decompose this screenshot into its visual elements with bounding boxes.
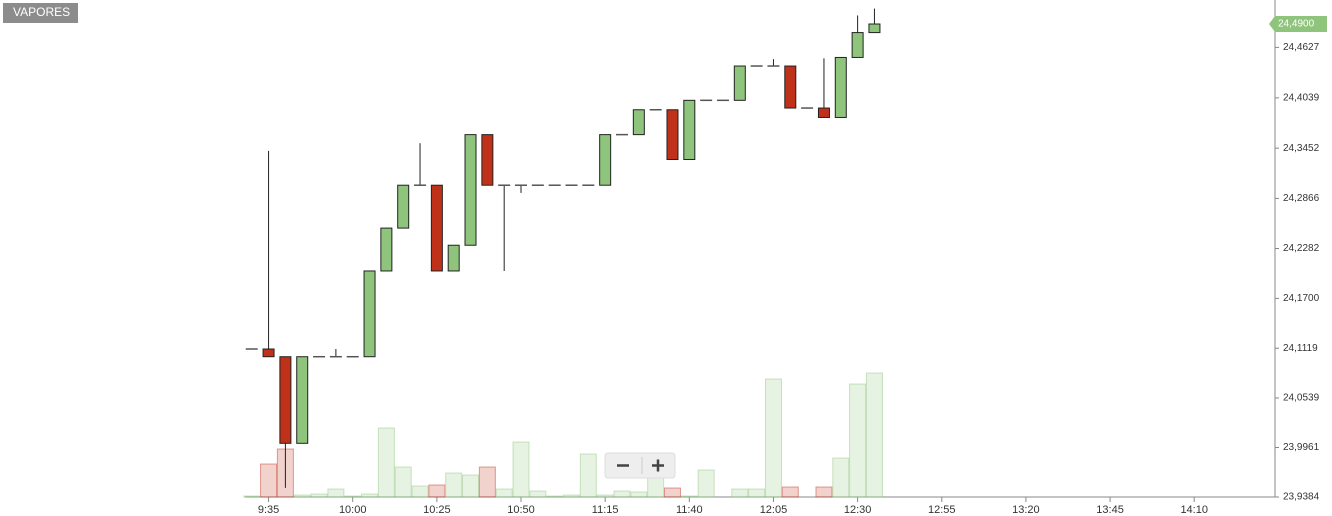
volume-bar — [596, 494, 614, 498]
title-badge — [3, 3, 78, 23]
volume-bar — [832, 457, 850, 498]
volume-bar — [865, 372, 883, 498]
y-tick-label: 24,4627 — [1283, 42, 1320, 53]
candle-body — [447, 244, 460, 272]
volume-bar — [411, 485, 429, 498]
candle-body — [380, 227, 393, 272]
zoom-in[interactable] — [652, 459, 664, 472]
volume-bar — [428, 484, 446, 498]
candle-body — [279, 356, 292, 444]
volume-bar — [512, 441, 530, 498]
chart-title: VAPORES — [13, 5, 70, 19]
volume-bar — [361, 493, 379, 498]
volume-bar — [680, 495, 698, 498]
volume-bar — [344, 495, 362, 498]
x-tick-label: 9:35 — [258, 504, 279, 516]
y-tick-label: 24,1700 — [1283, 293, 1320, 304]
volume-bar — [310, 493, 328, 498]
volume-bar — [293, 494, 311, 498]
volume-bar — [495, 488, 513, 498]
zoom-box — [604, 452, 676, 479]
y-tick-label: 24,0539 — [1283, 393, 1320, 404]
candle-body — [817, 107, 830, 118]
price-tag-label: 24,4900 — [1278, 19, 1315, 30]
price-tag — [1269, 16, 1327, 33]
volume-bar — [630, 491, 648, 498]
y-tick-label: 24,3452 — [1283, 143, 1320, 154]
candle-body — [363, 270, 376, 358]
volume-bar — [478, 466, 496, 498]
x-tick-label: 10:50 — [507, 504, 535, 516]
volume-bar — [529, 490, 547, 498]
volume-bar — [579, 453, 597, 498]
candle-body — [397, 184, 410, 229]
volume-bar — [748, 488, 766, 498]
x-tick-label: 12:05 — [760, 504, 788, 516]
x-tick-label: 10:00 — [339, 504, 367, 516]
x-tick-label: 10:25 — [423, 504, 451, 516]
candle-body — [296, 356, 309, 444]
volume-bar — [327, 488, 345, 498]
y-tick-label: 23,9384 — [1283, 492, 1320, 503]
y-tick-label: 24,4039 — [1283, 92, 1320, 103]
x-tick-label: 14:10 — [1180, 504, 1208, 516]
x-tick-label: 11:15 — [592, 504, 619, 516]
volume-bar — [849, 383, 867, 498]
volume-bar — [697, 469, 715, 498]
x-tick-label: 13:45 — [1096, 504, 1124, 516]
volume-bar — [462, 474, 480, 498]
candle-body — [632, 109, 645, 136]
volume-bar — [613, 490, 631, 498]
candle-body — [733, 65, 746, 101]
volume-bar — [243, 495, 261, 498]
y-tick-label: 24,1119 — [1283, 343, 1318, 354]
x-tick-label: 12:30 — [844, 504, 872, 516]
candle-body — [784, 65, 797, 109]
volume-bar — [563, 494, 581, 498]
y-tick-label: 24,2866 — [1283, 193, 1320, 204]
volume-bar — [815, 486, 833, 498]
candle-body — [430, 184, 443, 272]
candle-body — [262, 348, 275, 358]
candle-body — [464, 134, 477, 246]
candle-body — [868, 23, 881, 34]
volume-bar — [546, 495, 564, 498]
y-tick-label: 23,9961 — [1283, 442, 1320, 453]
volume-bar — [764, 378, 782, 498]
candle-body — [683, 99, 696, 160]
volume-bar — [781, 486, 799, 498]
volume-bar — [663, 487, 681, 498]
x-tick-label: 13:20 — [1012, 504, 1040, 516]
candle-body — [599, 134, 612, 186]
candle-body — [666, 109, 679, 160]
zoom-control — [604, 452, 676, 479]
volume-bar — [260, 463, 278, 498]
candle-body — [851, 32, 864, 58]
x-tick-label: 11:40 — [676, 504, 703, 516]
x-tick-label: 12:55 — [928, 504, 956, 516]
y-tick-label: 24,2282 — [1283, 243, 1320, 254]
candle-body — [834, 56, 847, 118]
volume-bar — [377, 427, 395, 498]
volume-bar — [731, 488, 749, 498]
candle-body — [481, 134, 494, 186]
volume-bar — [445, 472, 463, 498]
volume-bar — [394, 466, 412, 498]
